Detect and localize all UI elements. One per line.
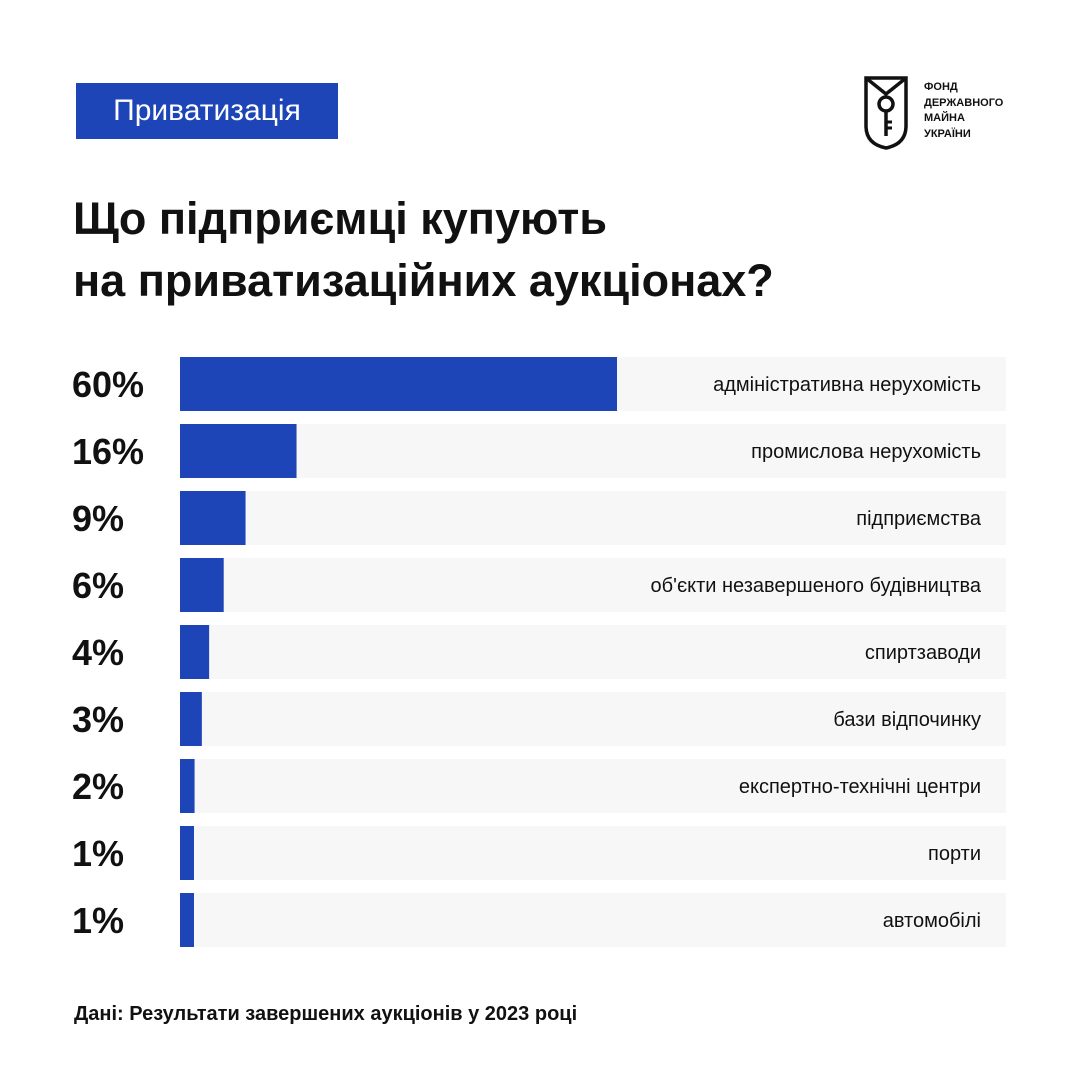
bar-track (180, 558, 1006, 612)
bar (180, 826, 194, 880)
bar-track (180, 893, 1006, 947)
title-line: Що підприємці купують (73, 193, 608, 244)
bar (180, 424, 297, 478)
category-label: порти (928, 843, 981, 865)
value-label: 3% (72, 699, 124, 740)
bar (180, 692, 202, 746)
value-label: 60% (72, 364, 144, 405)
value-label: 1% (72, 900, 124, 941)
category-label: автомобілі (883, 910, 981, 932)
value-label: 16% (72, 431, 144, 472)
logo-line: ДЕРЖАВНОГО (924, 96, 1004, 109)
value-label: 2% (72, 766, 124, 807)
logo: ФОНД ДЕРЖАВНОГО МАЙНА УКРАЇНИ (862, 74, 1022, 154)
bar (180, 625, 210, 679)
bar-track (180, 826, 1006, 880)
value-label: 6% (72, 565, 124, 606)
category-label: об'єкти незавершеного будівництва (651, 575, 982, 597)
logo-text: ФОНД ДЕРЖАВНОГО МАЙНА УКРАЇНИ (924, 80, 1003, 142)
title-line: на приватизаційних аукціонах? (73, 255, 774, 306)
bar (180, 558, 224, 612)
category-label: експертно-технічні центри (739, 776, 981, 798)
category-tag: Приватизація (76, 83, 338, 139)
category-label: підприємства (856, 508, 982, 530)
fund-logo-icon (864, 76, 908, 150)
bar-track (180, 424, 1006, 478)
category-label: спиртзаводи (865, 642, 981, 664)
category-label: бази відпочинку (833, 709, 981, 731)
logo-line: ФОНД (924, 81, 958, 93)
bar-track (180, 759, 1006, 813)
bar-track (180, 625, 1006, 679)
source-note: Дані: Результати завершених аукціонів у … (74, 1003, 578, 1025)
category-label: адміністративна нерухомість (713, 374, 981, 396)
bar (180, 491, 246, 545)
bar-track (180, 692, 1006, 746)
bar (180, 759, 195, 813)
value-label: 4% (72, 632, 124, 673)
bar (180, 893, 194, 947)
page-title: Що підприємці купують на приватизаційних… (73, 188, 774, 312)
value-label: 9% (72, 498, 124, 539)
bar (180, 357, 617, 411)
category-label: промислова нерухомість (751, 441, 981, 463)
bar-track (180, 491, 1006, 545)
logo-line: УКРАЇНИ (924, 127, 971, 140)
value-label: 1% (72, 833, 124, 874)
logo-line: МАЙНА (924, 112, 965, 124)
